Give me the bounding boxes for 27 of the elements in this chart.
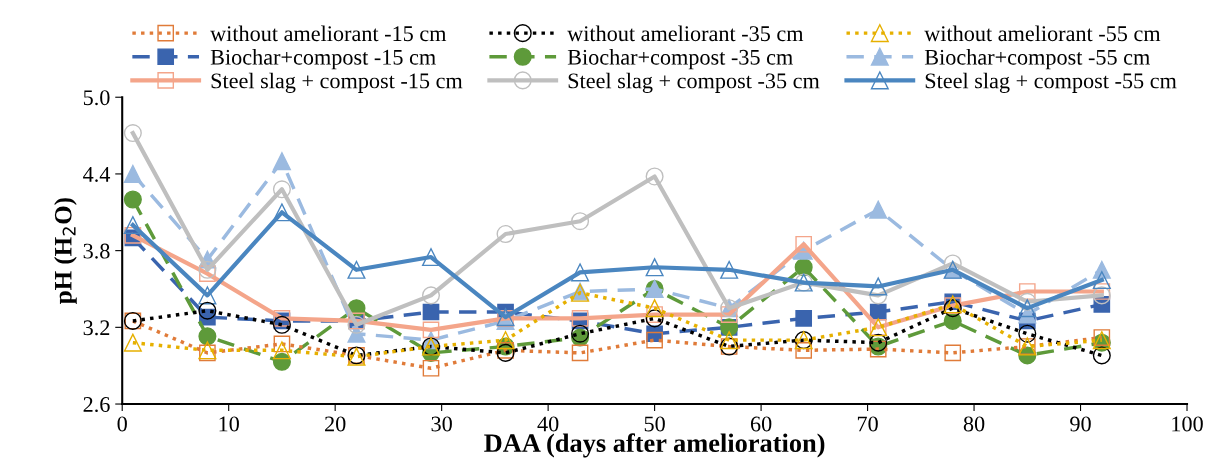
x-tick-label: 100 [1172, 416, 1203, 432]
x-tick-label: 50 [644, 416, 665, 432]
y-tick-label: 3.2 [83, 320, 110, 336]
legend-label: without ameliorant -35 cm [567, 25, 804, 42]
y-tick-label: 2.6 [83, 397, 110, 413]
x-tick-label: 0 [117, 416, 127, 432]
legend-label: Steel slag + compost -35 cm [568, 72, 820, 93]
legend-label: Biochar+compost -35 cm [567, 49, 793, 70]
x-tick-label: 20 [325, 416, 346, 432]
legend-label: without ameliorant -55 cm [924, 25, 1161, 42]
legend-label: Biochar+compost -15 cm [210, 49, 436, 70]
x-tick-label: 90 [1070, 416, 1091, 432]
legend-label: Steel slag + compost -55 cm [925, 72, 1177, 93]
y-tick-label: 4.4 [83, 167, 111, 182]
x-tick-label: 10 [219, 416, 239, 432]
legend-label: without ameliorant -15 cm [210, 25, 447, 42]
x-tick-label: 30 [431, 416, 452, 432]
legend-label: Steel slag + compost -15 cm [211, 72, 463, 93]
y-tick-label: 3.8 [83, 243, 110, 259]
x-tick-label: 60 [750, 416, 772, 432]
x-tick-label: 40 [537, 416, 559, 432]
legend-label: Biochar+compost -55 cm [924, 49, 1150, 70]
y-tick-label: 5.0 [83, 90, 110, 106]
x-tick-label: 70 [857, 416, 878, 432]
x-axis-title: DAA (days after amelioration) [484, 433, 825, 458]
y-axis-title: pH (H$_{2}$O) [54, 198, 77, 304]
x-tick-label: 80 [963, 416, 985, 432]
